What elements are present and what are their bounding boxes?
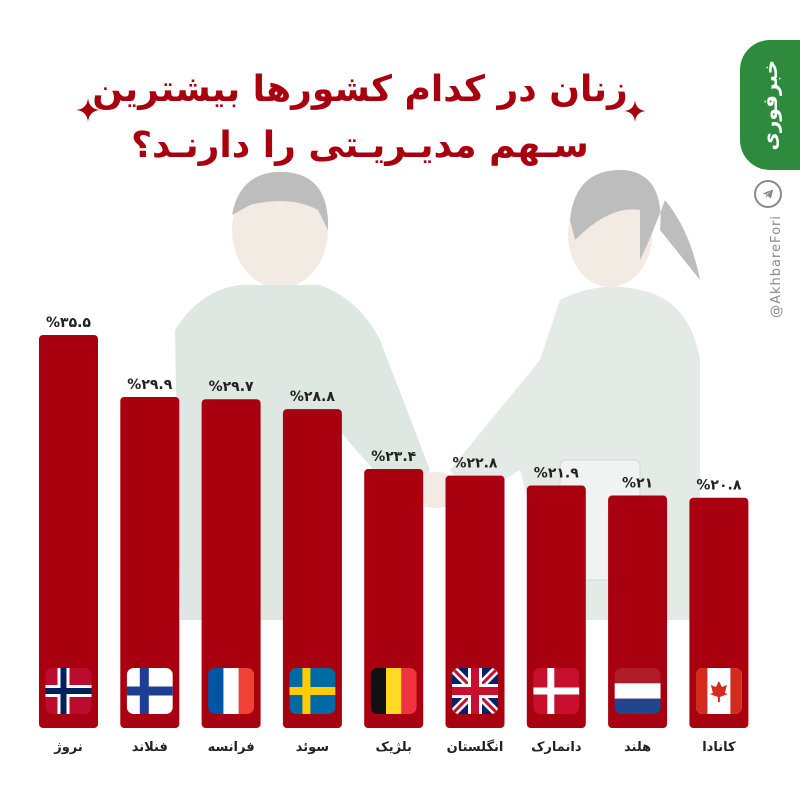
sparkle-icon-right [624,100,646,122]
brand-strip: خبرفوری @AkhbareFori [740,0,800,800]
bar-group: %۲۲.۸ انگلستان [445,456,505,755]
flag-sweden-icon [289,668,336,714]
data-label: %۲۹.۷ [209,379,254,395]
flag-united-kingdom-icon [452,668,498,714]
category-label: فنلاند [132,740,168,755]
category-label: فرانسه [208,740,255,755]
bar-group: %۲۳.۴ بلژیک [364,449,424,755]
category-label: کانادا [702,740,736,755]
category-label: دانمارک [531,740,582,755]
telegram-icon [754,180,782,208]
flag-canada-icon [695,668,742,714]
bar-group: %۲۹.۷ فرانسه [201,379,261,755]
category-label: سوئد [296,740,329,755]
bar-france [201,399,261,728]
data-label: %۲۰.۸ [696,478,741,494]
flag-france-icon [208,668,255,714]
flag-netherlands-icon [614,668,661,714]
data-label: %۲۱.۹ [534,466,579,482]
bar-group: %۳۵.۵ نروژ [39,315,98,755]
data-label: %۲۳.۴ [371,449,416,465]
bar-group: %۲۸.۸ سوئد [282,389,342,755]
category-label: انگلستان [447,739,504,755]
category-label: نروژ [53,740,83,755]
bar-united-kingdom [445,475,505,728]
bar-belgium [364,468,424,728]
bar-group: %۲۹.۹ فنلاند [120,377,180,755]
bar-group: %۲۰.۸ کانادا [689,478,749,755]
data-label: %۲۲.۸ [453,456,498,472]
bar-sweden [282,409,342,728]
bar-group: %۲۱.۹ دانمارک [526,466,586,755]
bar-denmark [526,485,586,728]
page-title: زنان در کدام کشورها بیشترین سـهم مدیـریـ… [90,62,630,174]
category-label: هلند [624,740,651,755]
data-label: %۲۱ [622,476,653,492]
sparkle-icon-left [76,98,100,122]
flag-denmark-icon [533,668,580,714]
data-label: %۳۵.۵ [46,315,91,331]
title-line-1: زنان در کدام کشورها بیشترین [92,69,628,110]
flag-finland-icon [126,668,173,714]
category-label: بلژیک [375,740,411,755]
brand-logo-tab: خبرفوری [740,40,800,170]
bar-group: %۲۱ هلند [608,476,668,755]
bar-finland [120,396,180,728]
flag-belgium-icon [370,668,417,714]
title-line-2: سـهم مدیـریـتی را دارنـد؟ [131,125,589,166]
data-label: %۲۹.۹ [127,377,172,393]
data-label: %۲۸.۸ [290,389,335,405]
bar-norway [39,335,98,728]
flag-norway-icon [45,668,92,714]
